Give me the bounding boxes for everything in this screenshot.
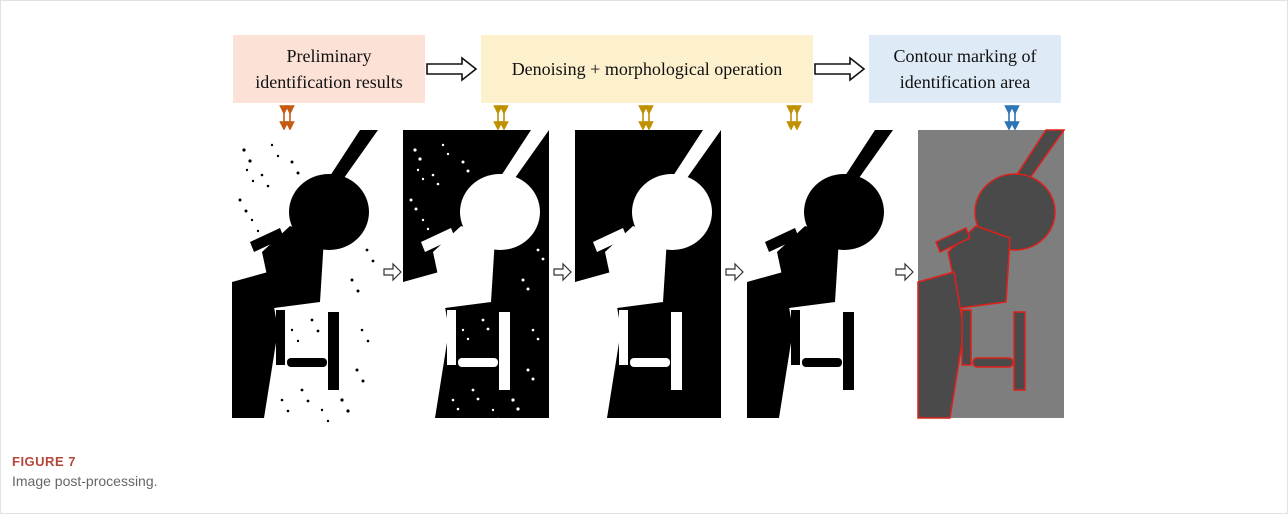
panel-denoise-1 (403, 130, 549, 420)
panel-contour (918, 130, 1064, 418)
step-text: Denoising + morphological operation (512, 59, 783, 79)
panel-raw (232, 130, 378, 422)
step-text: Contour marking of (894, 46, 1037, 66)
flow-arrow (815, 58, 864, 80)
step-text: identification results (255, 72, 402, 92)
figure: Preliminary identification results Denoi… (0, 0, 1288, 514)
panel-denoise-3 (747, 130, 893, 418)
step-text: Preliminary (287, 46, 372, 66)
step-text: identification area (900, 72, 1030, 92)
figure-label: FIGURE 7 (12, 454, 76, 469)
double-arrows (284, 110, 1015, 126)
flow-arrow (427, 58, 476, 80)
panel-denoise-2 (575, 130, 721, 418)
figure-caption: Image post-processing. (12, 473, 158, 489)
